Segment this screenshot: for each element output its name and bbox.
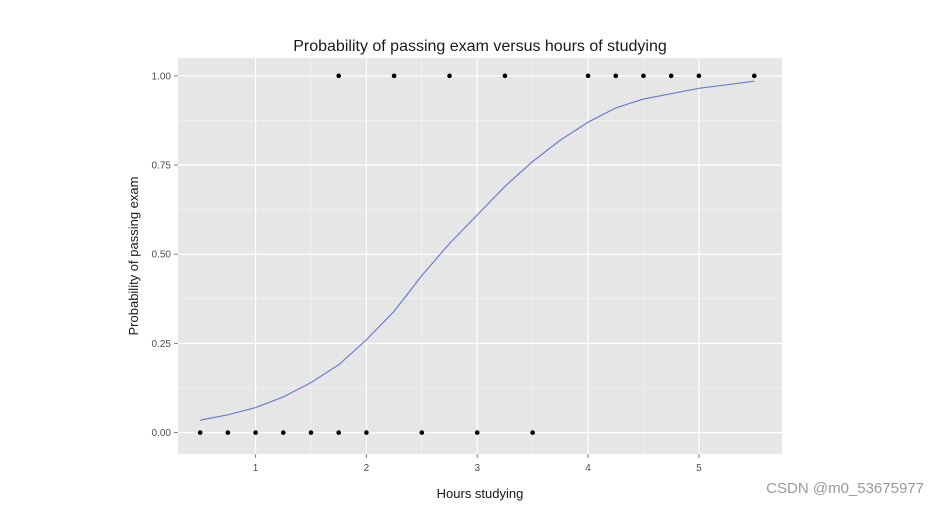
y-tick-layer: 0.00 0.25 0.50 0.75 1.00: [152, 71, 178, 439]
data-point: [751, 73, 757, 79]
y-axis-label: Probability of passing exam: [126, 177, 141, 336]
data-point: [336, 430, 341, 435]
data-point: [447, 73, 452, 79]
fitted-curve-layer: [200, 80, 755, 421]
data-point: [530, 430, 535, 435]
y-tick-label: 1.00: [152, 71, 172, 82]
data-point: [225, 430, 231, 435]
data-point: [253, 430, 258, 435]
data-point: [696, 73, 702, 79]
x-tick-label: 3: [474, 463, 480, 474]
data-point: [391, 73, 397, 79]
y-tick-label: 0.50: [152, 250, 172, 261]
x-axis-label: Hours studying: [437, 486, 524, 501]
data-point: [613, 73, 619, 79]
x-tick-label: 4: [585, 463, 591, 474]
x-tick-label: 2: [364, 463, 370, 474]
data-point: [419, 430, 425, 435]
data-point: [336, 73, 341, 79]
data-point: [364, 430, 369, 435]
data-point: [668, 73, 674, 79]
y-tick-label: 0.25: [152, 339, 172, 350]
plot-panel: [178, 58, 782, 454]
y-tick-label: 0.00: [152, 428, 172, 439]
x-tick-layer: 1 2 3 4 5: [253, 454, 702, 474]
data-point: [308, 430, 314, 435]
fitted-curve: [200, 80, 755, 421]
chart-title: Probability of passing exam versus hours…: [293, 38, 667, 55]
y-tick-label: 0.75: [152, 161, 172, 172]
x-tick-label: 5: [696, 463, 702, 474]
data-point: [585, 73, 591, 79]
watermark: CSDN @m0_53675977: [766, 480, 924, 497]
data-point: [280, 430, 286, 435]
data-point: [502, 73, 508, 79]
data-point: [641, 73, 646, 79]
data-point: [197, 430, 203, 435]
grid-lines: [178, 58, 782, 454]
data-point: [474, 430, 480, 435]
x-tick-label: 1: [253, 463, 259, 474]
data-points-layer: [197, 73, 757, 435]
